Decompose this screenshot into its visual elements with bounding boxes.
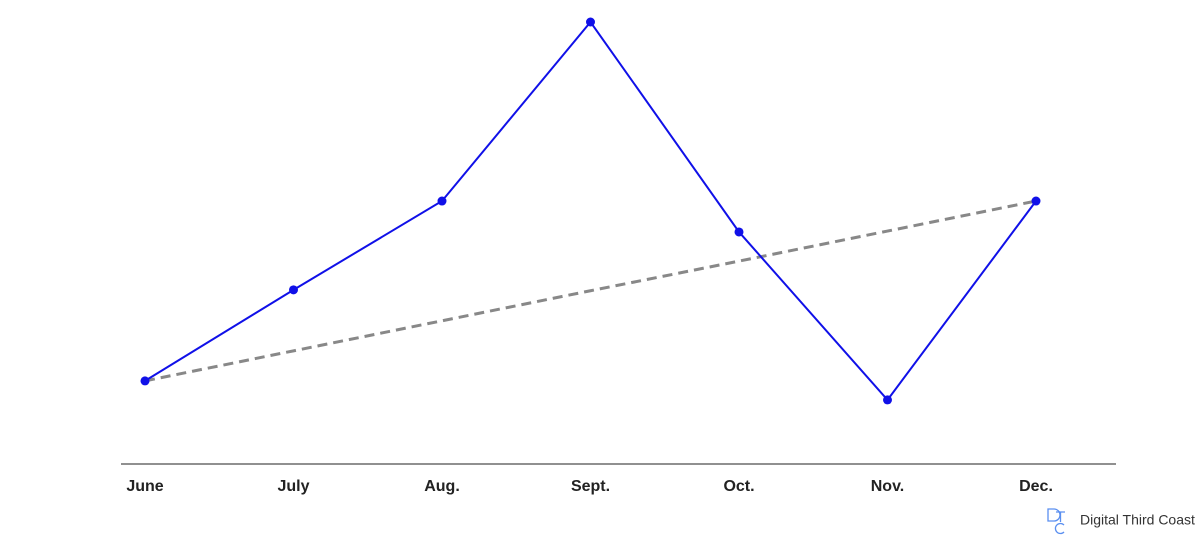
- point: [289, 285, 298, 295]
- x-tick-label: Dec.: [1019, 478, 1053, 495]
- x-tick-label: July: [277, 478, 309, 495]
- logo-icon: [1047, 508, 1065, 535]
- series-line: [144, 20, 1037, 402]
- x-tick-label: Nov.: [871, 478, 904, 495]
- point: [140, 376, 150, 386]
- point: [1031, 196, 1041, 206]
- point: [586, 17, 595, 27]
- point: [734, 227, 744, 237]
- x-tick-label: Oct.: [723, 478, 754, 495]
- brand: Digital Third Coast: [1080, 512, 1195, 528]
- x-tick-label: Sept.: [571, 478, 610, 495]
- trend-line: [144, 199, 1037, 383]
- x-tick-label: Aug.: [424, 478, 460, 495]
- x-tick-label: June: [126, 478, 163, 495]
- point: [437, 196, 447, 206]
- point: [883, 395, 892, 405]
